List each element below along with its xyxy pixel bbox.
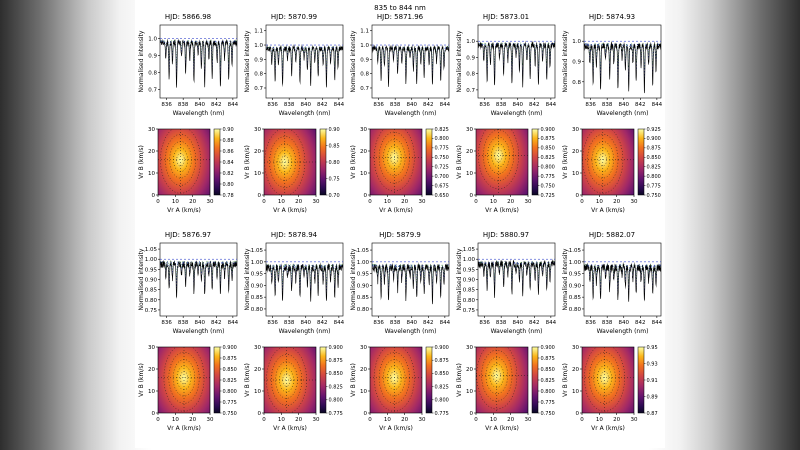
panel-hjd-title: HJD: 5878.94 <box>270 231 318 239</box>
panel-hjd-title: HJD: 5866.98 <box>164 13 212 21</box>
epoch-panel: 835 to 844 nm HJD: 5871.96 <box>347 4 453 222</box>
epoch-panel: HJD: 5866.98 <box>135 4 241 222</box>
spectrum-plot <box>348 22 452 125</box>
panel-row-2: HJD: 5876.97 HJD: 5878.94 HJD: 5879.9 HJ… <box>135 222 665 440</box>
spectrum-plot <box>242 240 346 343</box>
chi-square-map-plot <box>136 343 240 440</box>
spectrum-plot <box>136 22 240 125</box>
epoch-panel: HJD: 5873.01 <box>453 4 559 222</box>
epoch-panel: HJD: 5870.99 <box>241 4 347 222</box>
epoch-panel: HJD: 5880.97 <box>453 222 559 440</box>
spectrum-plot <box>454 22 558 125</box>
panel-hjd-title: HJD: 5882.07 <box>588 231 636 239</box>
epoch-panel: HJD: 5882.07 <box>559 222 665 440</box>
spectrum-plot <box>136 240 240 343</box>
chi-square-map-plot <box>454 343 558 440</box>
epoch-panel: HJD: 5879.9 <box>347 222 453 440</box>
spectrum-plot <box>348 240 452 343</box>
panel-hjd-title: HJD: 5874.93 <box>588 13 636 21</box>
chi-square-map-plot <box>136 125 240 222</box>
epoch-panel: HJD: 5874.93 <box>559 4 665 222</box>
chi-square-map-plot <box>560 343 664 440</box>
chi-square-map-plot <box>242 343 346 440</box>
chi-square-map-plot <box>454 125 558 222</box>
spectrum-plot <box>560 22 664 125</box>
panel-hjd-title: HJD: 5879.9 <box>379 231 421 239</box>
chi-square-map-plot <box>348 343 452 440</box>
chi-square-map-plot <box>560 125 664 222</box>
panel-hjd-title: HJD: 5873.01 <box>482 13 530 21</box>
epoch-panel: HJD: 5878.94 <box>241 222 347 440</box>
panel-hjd-title: HJD: 5876.97 <box>164 231 212 239</box>
figure: HJD: 5866.98 HJD: 5870.99 835 to 844 nm … <box>135 0 665 448</box>
spectrum-plot <box>560 240 664 343</box>
spectrum-plot <box>454 240 558 343</box>
spectrum-plot <box>242 22 346 125</box>
panel-hjd-title: HJD: 5870.99 <box>270 13 318 21</box>
chi-square-map-plot <box>348 125 452 222</box>
chi-square-map-plot <box>242 125 346 222</box>
panel-suptitle: 835 to 844 nm <box>374 4 426 12</box>
panel-hjd-title: HJD: 5880.97 <box>482 231 530 239</box>
epoch-panel: HJD: 5876.97 <box>135 222 241 440</box>
panel-row-1: HJD: 5866.98 HJD: 5870.99 835 to 844 nm … <box>135 4 665 222</box>
panel-hjd-title: HJD: 5871.96 <box>376 13 424 21</box>
